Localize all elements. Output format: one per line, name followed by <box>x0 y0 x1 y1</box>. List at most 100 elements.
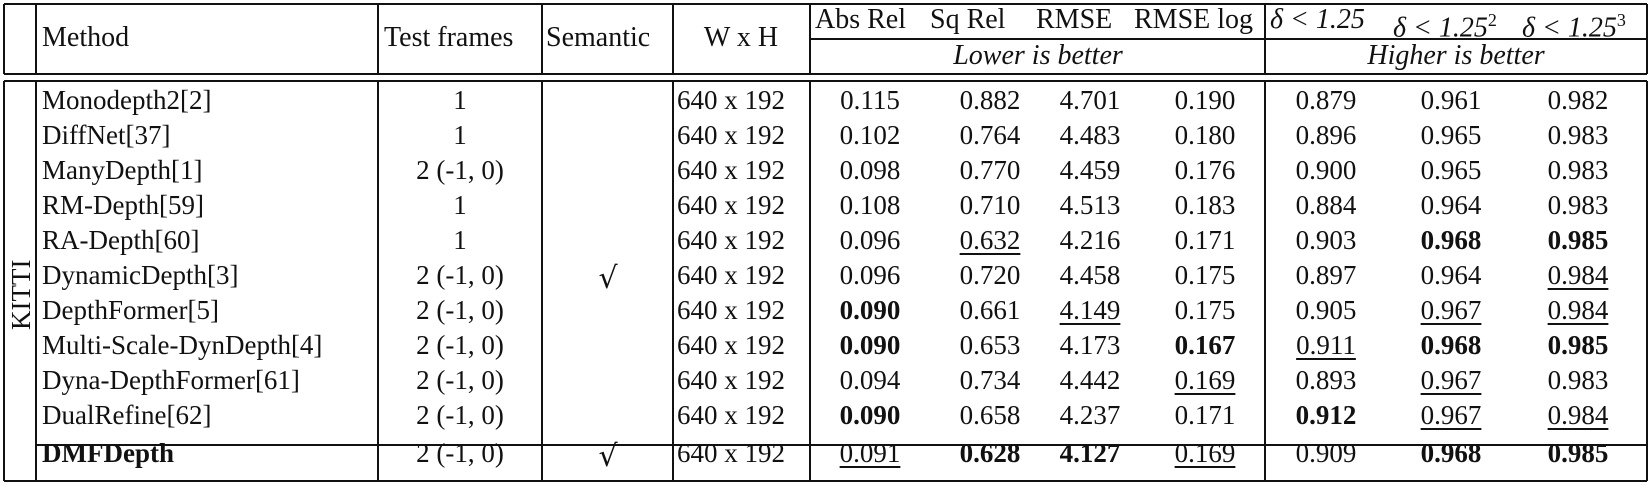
row-test-frames: 1 <box>453 225 467 255</box>
row-wxh: 640 x 192 <box>677 330 785 360</box>
row-method: DiffNet[37] <box>42 120 171 150</box>
row-test-frames: 1 <box>453 120 467 150</box>
row-delta3: 0.982 <box>1547 85 1609 115</box>
row-delta2: 0.967 <box>1420 295 1482 325</box>
row-delta2: 0.964 <box>1420 260 1482 290</box>
row-sq-rel: 0.734 <box>959 365 1021 395</box>
row-rmse: 4.127 <box>1059 438 1121 468</box>
row-sq-rel: 0.658 <box>959 400 1021 430</box>
row-delta1: 0.912 <box>1295 400 1357 430</box>
row-wxh: 640 x 192 <box>677 85 785 115</box>
row-rmse: 4.442 <box>1059 365 1121 395</box>
row-abs-rel: 0.115 <box>840 85 900 115</box>
row-test-frames: 2 (-1, 0) <box>416 260 504 290</box>
row-sq-rel: 0.720 <box>959 260 1021 290</box>
row-delta2: 0.965 <box>1420 155 1482 185</box>
row-wxh: 640 x 192 <box>677 438 785 468</box>
row-abs-rel: 0.090 <box>839 400 901 430</box>
header-delta3: δ < 1.253 <box>1522 10 1626 44</box>
row-delta2: 0.967 <box>1420 365 1482 395</box>
header-test-frames: Test frames <box>384 22 514 53</box>
row-delta3: 0.983 <box>1547 155 1609 185</box>
row-delta1: 0.911 <box>1296 330 1356 360</box>
semantic-check-icon: √ <box>598 439 618 474</box>
row-sq-rel: 0.653 <box>959 330 1021 360</box>
header-rmse-log: RMSE log <box>1134 4 1254 35</box>
row-wxh: 640 x 192 <box>677 120 785 150</box>
header-rmse: RMSE <box>1036 4 1113 35</box>
row-rmse: 4.459 <box>1059 155 1121 185</box>
header-wxh: W x H <box>703 22 779 53</box>
row-delta2: 0.964 <box>1420 190 1482 220</box>
row-wxh: 640 x 192 <box>677 365 785 395</box>
row-sq-rel: 0.661 <box>959 295 1021 325</box>
row-delta3: 0.983 <box>1547 120 1609 150</box>
row-abs-rel: 0.098 <box>839 155 901 185</box>
row-test-frames: 2 (-1, 0) <box>416 295 504 325</box>
header-higher-better: Higher is better <box>1367 40 1545 71</box>
row-rmse-log: 0.167 <box>1174 330 1236 360</box>
row-abs-rel: 0.108 <box>839 190 901 220</box>
row-delta3: 0.985 <box>1547 225 1609 255</box>
row-rmse-log: 0.171 <box>1174 225 1236 255</box>
row-method: RA-Depth[60] <box>42 225 200 255</box>
row-delta2: 0.965 <box>1420 120 1482 150</box>
row-abs-rel: 0.090 <box>839 295 901 325</box>
row-test-frames: 2 (-1, 0) <box>416 365 504 395</box>
row-sq-rel: 0.632 <box>959 225 1021 255</box>
row-test-frames: 2 (-1, 0) <box>416 155 504 185</box>
row-rmse-log: 0.171 <box>1174 400 1236 430</box>
row-abs-rel: 0.091 <box>839 438 901 468</box>
row-test-frames: 1 <box>453 190 467 220</box>
row-method: ManyDepth[1] <box>42 155 203 185</box>
row-rmse: 4.701 <box>1059 85 1121 115</box>
row-delta2: 0.968 <box>1420 225 1482 255</box>
row-rmse: 4.216 <box>1059 225 1121 255</box>
row-rmse-log: 0.169 <box>1174 438 1236 468</box>
row-wxh: 640 x 192 <box>677 260 785 290</box>
row-abs-rel: 0.102 <box>839 120 901 150</box>
row-wxh: 640 x 192 <box>677 225 785 255</box>
group-label-kitti: KITTI <box>6 259 36 330</box>
row-test-frames: 2 (-1, 0) <box>416 400 504 430</box>
row-rmse-log: 0.169 <box>1174 365 1236 395</box>
row-delta1: 0.905 <box>1295 295 1357 325</box>
row-wxh: 640 x 192 <box>677 155 785 185</box>
row-rmse: 4.237 <box>1059 400 1121 430</box>
row-rmse-log: 0.180 <box>1174 120 1236 150</box>
row-rmse-log: 0.183 <box>1174 190 1236 220</box>
row-delta1: 0.896 <box>1295 120 1357 150</box>
row-delta1: 0.900 <box>1295 155 1357 185</box>
row-method: Multi-Scale-DynDepth[4] <box>42 330 323 360</box>
row-rmse: 4.458 <box>1059 260 1121 290</box>
row-wxh: 640 x 192 <box>677 295 785 325</box>
row-test-frames: 1 <box>453 85 467 115</box>
row-sq-rel: 0.710 <box>959 190 1021 220</box>
row-delta3: 0.984 <box>1547 295 1609 325</box>
row-delta3: 0.985 <box>1547 438 1609 468</box>
row-delta2: 0.967 <box>1420 400 1482 430</box>
row-rmse-log: 0.176 <box>1174 155 1236 185</box>
row-rmse: 4.149 <box>1059 295 1121 325</box>
row-delta3: 0.984 <box>1547 400 1609 430</box>
row-method: Monodepth2[2] <box>42 85 212 115</box>
row-rmse-log: 0.175 <box>1174 295 1236 325</box>
row-delta3: 0.983 <box>1547 190 1609 220</box>
row-method: DMFDepth <box>42 438 174 468</box>
header-semantic: Semantic <box>546 22 651 53</box>
row-rmse-log: 0.190 <box>1174 85 1236 115</box>
header-lower-better: Lower is better <box>953 40 1123 71</box>
row-test-frames: 2 (-1, 0) <box>416 330 504 360</box>
row-wxh: 640 x 192 <box>677 190 785 220</box>
row-abs-rel: 0.096 <box>839 260 901 290</box>
row-method: RM-Depth[59] <box>42 190 204 220</box>
row-abs-rel: 0.090 <box>839 330 901 360</box>
row-delta1: 0.884 <box>1295 190 1357 220</box>
row-delta1: 0.879 <box>1295 85 1357 115</box>
row-delta2: 0.968 <box>1420 330 1482 360</box>
row-sq-rel: 0.882 <box>959 85 1021 115</box>
row-delta1: 0.897 <box>1295 260 1357 290</box>
row-abs-rel: 0.096 <box>839 225 901 255</box>
